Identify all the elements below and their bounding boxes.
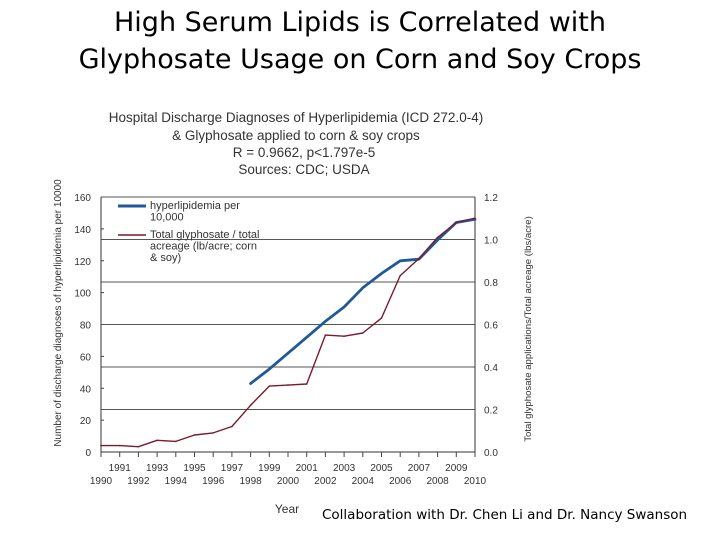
axis-labels: Year Number of discharge diagnoses of hyp… (53, 179, 534, 516)
legend-label-1: hyperlipidemia per (150, 200, 240, 212)
chart-title-line-4: Sources: CDC; USDA (238, 162, 369, 177)
x-tick-label-bottom: 2006 (389, 476, 412, 487)
legend-label-2: & soy) (150, 252, 181, 264)
glyphosate-point (137, 445, 140, 448)
left-tick-label: 20 (80, 416, 92, 427)
glyphosate-point (193, 434, 196, 436)
slide-title-line-2: Glyphosate Usage on Corn and Soy Crops (78, 44, 642, 75)
x-tick-label-bottom: 2008 (426, 476, 449, 487)
left-tick-label: 80 (80, 321, 92, 332)
glyphosate-point (100, 444, 102, 447)
hyperlipidemia-point (399, 259, 402, 262)
legend-label-1: 10,000 (150, 212, 184, 224)
glyphosate-point (156, 439, 158, 442)
chart-title-line-3: R = 0.9662, p<1.797e-5 (233, 145, 376, 160)
hyperlipidemia-point (249, 382, 252, 385)
glyphosate-point (362, 332, 364, 334)
series-lines (100, 217, 477, 448)
glyphosate-point (287, 384, 289, 386)
hyperlipidemia-point (305, 336, 308, 339)
glyphosate-point (399, 274, 402, 277)
footer-credit: Collaboration with Dr. Chen Li and Dr. N… (322, 507, 688, 523)
glyphosate-point (418, 257, 420, 260)
x-tick-label-top: 1999 (258, 463, 281, 474)
x-tick-label-top: 1997 (221, 463, 244, 474)
glyphosate-point (343, 335, 345, 337)
x-tick-label-top: 2003 (333, 463, 356, 474)
hyperlipidemia-point (436, 239, 439, 241)
right-tick-label: 0.8 (484, 278, 498, 289)
x-tick-label-top: 1993 (146, 463, 169, 474)
left-tick-label: 100 (74, 289, 91, 300)
right-y-axis-label: Total glyphosate applications/Total acre… (523, 216, 534, 442)
hyperlipidemia-point (343, 306, 345, 308)
x-tick-label-bottom: 2000 (277, 476, 300, 487)
hyperlipidemia-point (287, 352, 289, 354)
glyphosate-point (324, 334, 327, 336)
legend-label-2: acreage (lb/acre; corn (150, 241, 257, 253)
right-tick-label: 0.0 (484, 448, 498, 459)
left-tick-label: 140 (74, 225, 91, 236)
glyphosate-point (175, 440, 177, 443)
chart-title-line-1: Hospital Discharge Diagnoses of Hyperlip… (109, 110, 483, 125)
x-tick-label-bottom: 1998 (239, 476, 262, 487)
left-tick-label: 0 (85, 448, 91, 459)
chart-grid (101, 196, 475, 421)
x-tick-label-top: 2007 (408, 463, 431, 474)
right-tick-label: 1.2 (484, 193, 498, 204)
x-tick-label-bottom: 2002 (314, 476, 337, 487)
right-tick-label: 0.4 (484, 363, 498, 374)
glyphosate-point (455, 221, 458, 224)
right-tick-label: 1.0 (484, 236, 498, 247)
x-tick-label-top: 2005 (370, 463, 393, 474)
x-tick-label-bottom: 1996 (202, 476, 225, 487)
chart-title: Hospital Discharge Diagnoses of Hyperlip… (109, 110, 483, 177)
right-axis-ticks: 0.0 0.2 0.4 0.6 0.8 1.0 1.2 (484, 193, 498, 459)
x-tick-label-bottom: 2010 (464, 476, 487, 487)
x-tick-label-bottom: 1994 (165, 476, 188, 487)
left-tick-label: 120 (74, 257, 91, 268)
left-axis-ticks: 0 20 40 60 80 100 120 140 160 (74, 193, 91, 459)
glyphosate-point (118, 444, 121, 447)
slide-title-line-1: High Serum Lipids is Correlated with (114, 7, 606, 38)
x-axis-ticks: 1991 1993 1995 1997 1999 2001 2003 2005 2007 2009… (90, 452, 487, 487)
x-axis-label: Year (275, 502, 299, 516)
left-tick-label: 60 (80, 352, 92, 363)
hyperlipidemia-point (362, 287, 364, 289)
x-tick-label-top: 2001 (296, 463, 319, 474)
x-tick-label-bottom: 1990 (90, 476, 113, 487)
hyperlipidemia-point (380, 272, 383, 275)
left-tick-label: 160 (74, 193, 91, 204)
glyphosate-point (380, 317, 383, 319)
legend-label-2: Total glyphosate / total (150, 229, 259, 241)
glyphosate-point (268, 385, 271, 387)
x-tick-label-top: 2009 (445, 463, 468, 474)
glyphosate-point (249, 404, 252, 407)
hyperlipidemia-line (249, 217, 477, 385)
right-tick-label: 0.6 (484, 321, 498, 332)
glyphosate-point (436, 236, 439, 239)
glyphosate-point (474, 217, 476, 220)
glyphosate-point (212, 432, 214, 434)
x-tick-label-bottom: 2004 (352, 476, 375, 487)
left-y-axis-label: Number of discharge diagnoses of hyperli… (53, 179, 64, 447)
x-tick-label-top: 1991 (109, 463, 132, 474)
glyphosate-point (231, 425, 233, 428)
hyperlipidemia-point (268, 368, 271, 370)
slide-title: High Serum Lipids is Correlated with Gly… (0, 4, 720, 78)
right-tick-label: 0.2 (484, 406, 498, 417)
x-tick-label-top: 1995 (183, 463, 206, 474)
x-tick-label-bottom: 1992 (127, 476, 150, 487)
glyphosate-point (305, 383, 308, 385)
chart-title-line-2: & Glyphosate applied to corn & soy crops (172, 128, 420, 143)
hyperlipidemia-point (324, 320, 327, 323)
left-tick-label: 40 (80, 384, 92, 395)
